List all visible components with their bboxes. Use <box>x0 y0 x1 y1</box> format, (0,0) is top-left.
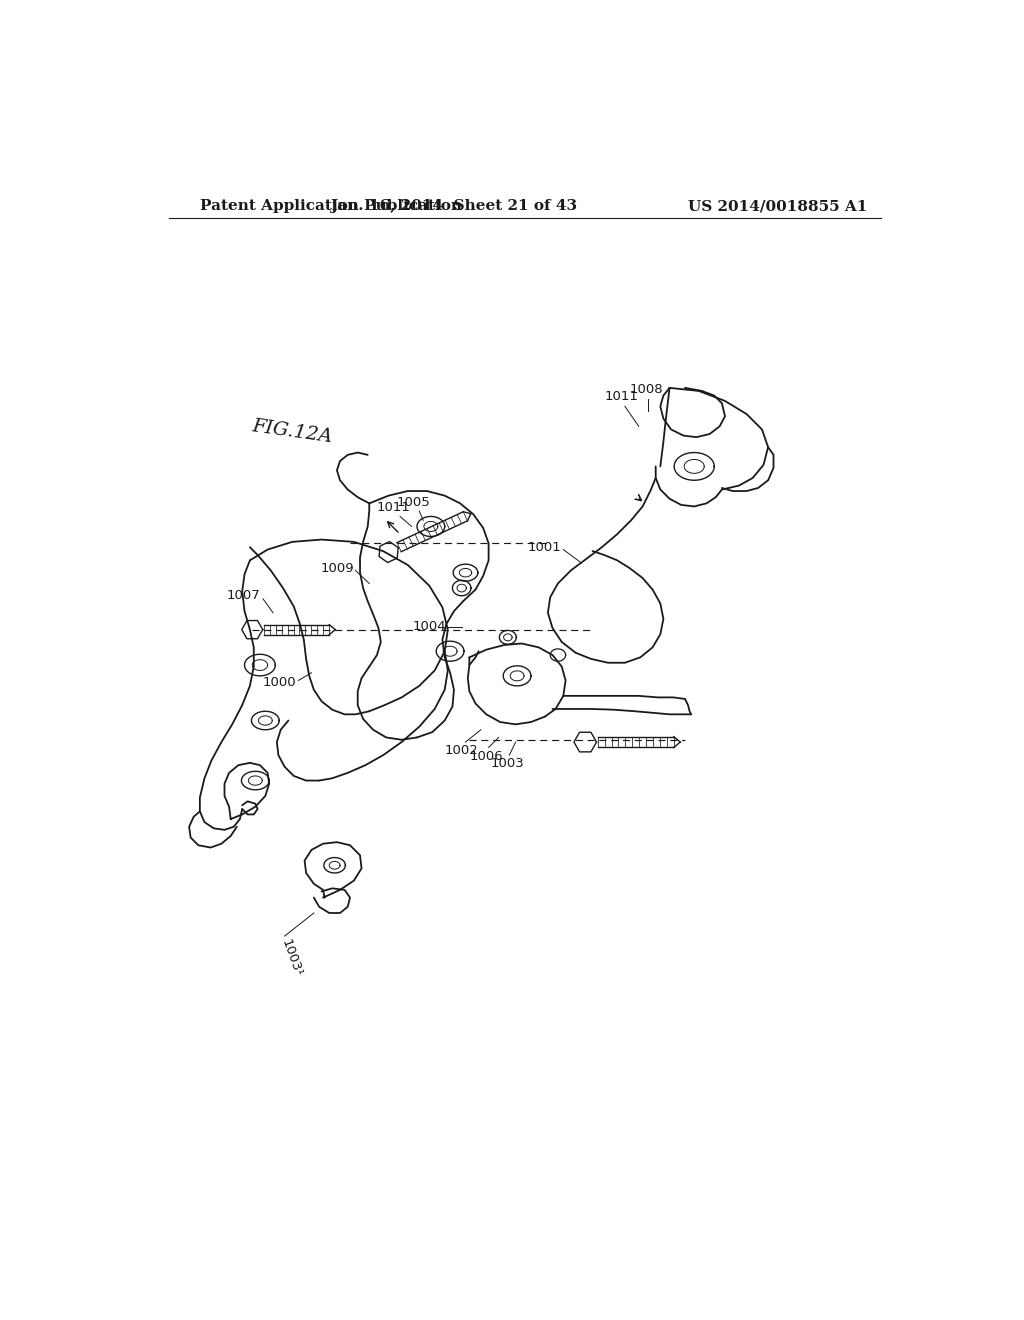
Text: 1004: 1004 <box>413 620 446 634</box>
Text: Patent Application Publication: Patent Application Publication <box>200 199 462 213</box>
Text: 1002: 1002 <box>444 743 478 756</box>
Text: 1007: 1007 <box>226 589 260 602</box>
Text: 1005: 1005 <box>397 496 431 508</box>
Text: 1011: 1011 <box>605 391 639 404</box>
Text: US 2014/0018855 A1: US 2014/0018855 A1 <box>688 199 867 213</box>
Text: Jan. 16, 2014  Sheet 21 of 43: Jan. 16, 2014 Sheet 21 of 43 <box>331 199 578 213</box>
Text: 1008: 1008 <box>630 383 664 396</box>
Text: 1003: 1003 <box>490 758 524 771</box>
Text: 1001: 1001 <box>528 541 562 554</box>
Text: FIG.12A: FIG.12A <box>251 417 334 446</box>
Text: 1006: 1006 <box>469 750 503 763</box>
Text: 1011: 1011 <box>377 502 411 515</box>
Text: 1009: 1009 <box>321 561 354 574</box>
Text: 1003¹: 1003¹ <box>279 937 304 978</box>
Text: 1000: 1000 <box>262 676 296 689</box>
